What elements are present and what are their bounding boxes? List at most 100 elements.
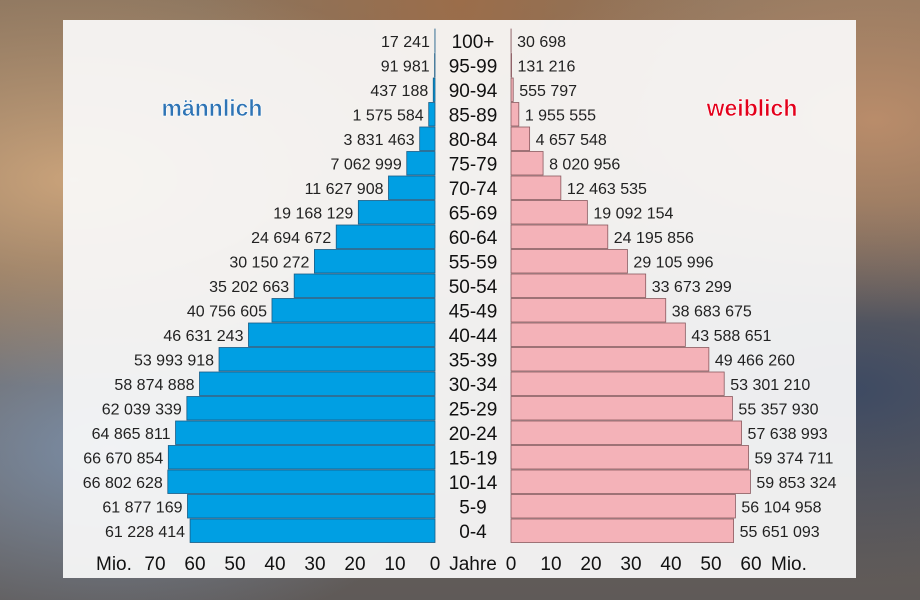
female-bar <box>510 53 512 78</box>
age-group-label: 90-94 <box>449 81 498 102</box>
age-group-label: 25-29 <box>449 399 498 420</box>
male-bar <box>175 420 436 445</box>
female-bar <box>510 494 736 519</box>
right-tick-label: 0 <box>506 554 517 575</box>
right-tick-label: 40 <box>660 554 681 575</box>
age-group-label: 70-74 <box>449 179 498 200</box>
female-value-label: 57 638 993 <box>748 426 828 443</box>
female-value-label: 19 092 154 <box>593 205 673 222</box>
female-value-label: 55 651 093 <box>740 524 820 541</box>
left-tick-label: 10 <box>384 554 405 575</box>
female-bar <box>510 151 544 176</box>
right-tick-label: 30 <box>620 554 641 575</box>
male-bar <box>218 347 436 372</box>
female-value-label: 29 105 996 <box>633 254 713 271</box>
male-bar <box>406 151 436 176</box>
female-value-label: 56 104 958 <box>741 499 821 516</box>
male-bar <box>167 469 436 494</box>
right-tick-label: 60 <box>740 554 761 575</box>
male-bar <box>419 126 436 151</box>
female-value-label: 24 195 856 <box>614 230 694 247</box>
female-bar <box>510 102 520 127</box>
age-group-label: 100+ <box>452 32 495 53</box>
male-value-label: 35 202 663 <box>209 279 289 296</box>
female-value-label: 38 683 675 <box>672 303 752 320</box>
left-tick-label: 0 <box>430 554 441 575</box>
male-value-label: 40 756 605 <box>187 303 267 320</box>
female-label: weiblich <box>706 95 798 121</box>
age-group-label: 45-49 <box>449 301 498 322</box>
left-tick-label: 60 <box>184 554 205 575</box>
age-group-label: 75-79 <box>449 154 498 175</box>
female-value-label: 4 657 548 <box>536 132 607 149</box>
male-value-label: 62 039 339 <box>102 401 182 418</box>
female-bar <box>510 518 735 543</box>
male-bar <box>428 102 436 127</box>
female-bar <box>510 371 725 396</box>
age-group-label: 30-34 <box>449 375 498 396</box>
left-tick-label: 30 <box>304 554 325 575</box>
left-tick-label: 20 <box>344 554 365 575</box>
female-bar <box>510 175 562 200</box>
male-value-label: 66 670 854 <box>83 450 163 467</box>
male-bar <box>293 273 436 298</box>
male-value-label: 11 627 908 <box>305 181 384 198</box>
left-unit-label: Mio. <box>96 554 132 575</box>
female-value-label: 43 588 651 <box>691 328 771 345</box>
female-bar <box>510 298 667 323</box>
female-bar <box>510 224 609 249</box>
male-value-label: 24 694 672 <box>251 230 331 247</box>
female-value-label: 131 216 <box>518 58 576 75</box>
male-value-label: 17 241 <box>381 34 430 51</box>
female-bar <box>510 420 742 445</box>
male-bar <box>271 298 436 323</box>
male-value-label: 91 981 <box>381 58 430 75</box>
male-label: männlich <box>162 95 263 121</box>
female-value-label: 59 374 711 <box>754 450 833 467</box>
male-bar <box>167 445 436 470</box>
male-value-label: 437 188 <box>370 83 428 100</box>
age-group-label: 10-14 <box>449 473 498 494</box>
male-bar <box>432 77 436 102</box>
female-bar <box>510 249 628 274</box>
age-group-label: 80-84 <box>449 130 498 151</box>
male-value-label: 46 631 243 <box>163 328 243 345</box>
male-value-label: 66 802 628 <box>83 475 163 492</box>
age-group-label: 55-59 <box>449 252 498 273</box>
female-bar <box>510 322 686 347</box>
male-bar <box>199 371 436 396</box>
male-bar <box>357 200 436 225</box>
male-bar <box>335 224 436 249</box>
male-value-label: 1 575 584 <box>353 107 424 124</box>
female-bar <box>510 396 733 421</box>
age-group-label: 40-44 <box>449 326 498 347</box>
age-group-label: 35-39 <box>449 350 498 371</box>
age-group-label: 0-4 <box>459 522 487 543</box>
male-value-label: 7 062 999 <box>331 156 402 173</box>
female-bar <box>510 445 749 470</box>
male-value-label: 3 831 463 <box>343 132 414 149</box>
axis-center-label: Jahre <box>449 554 497 575</box>
age-group-label: 95-99 <box>449 56 498 77</box>
male-bar <box>186 396 436 421</box>
age-group-label: 50-54 <box>449 277 498 298</box>
male-value-label: 61 228 414 <box>105 524 185 541</box>
female-value-label: 33 673 299 <box>652 279 732 296</box>
female-bar <box>510 77 514 102</box>
age-group-label: 20-24 <box>449 424 498 445</box>
female-bar <box>510 273 647 298</box>
left-tick-label: 70 <box>144 554 165 575</box>
left-tick-label: 40 <box>264 554 285 575</box>
female-bar <box>510 347 710 372</box>
female-value-label: 555 797 <box>519 83 577 100</box>
female-value-label: 8 020 956 <box>549 156 620 173</box>
female-bar <box>510 200 588 225</box>
age-group-label: 15-19 <box>449 448 498 469</box>
female-value-label: 1 955 555 <box>525 107 596 124</box>
female-value-label: 55 357 930 <box>738 401 818 418</box>
male-value-label: 30 150 272 <box>229 254 309 271</box>
male-bar <box>248 322 436 347</box>
right-unit-label: Mio. <box>771 554 807 575</box>
female-bar <box>510 469 751 494</box>
